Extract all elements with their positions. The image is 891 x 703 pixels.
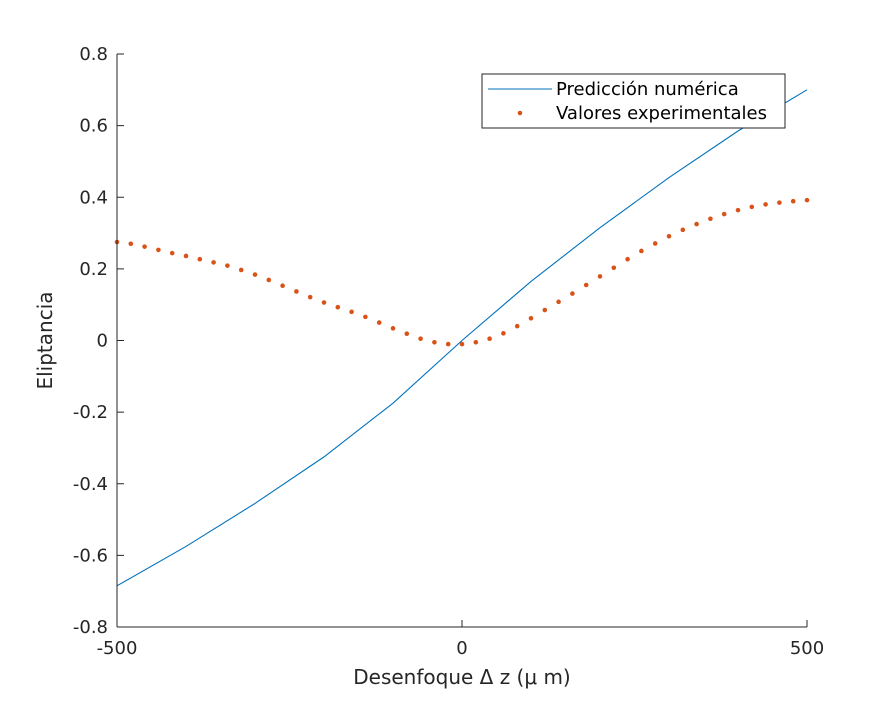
data-point-experimental (514, 323, 520, 329)
data-point-experimental (349, 309, 354, 315)
plot-area (114, 89, 810, 587)
data-point-experimental (790, 198, 796, 204)
series-line-prediccion (116, 89, 808, 587)
legend-swatch-dot (517, 110, 523, 116)
data-point-experimental (169, 250, 175, 256)
data-point-experimental (528, 315, 534, 321)
y-tick-label: -0.4 (73, 474, 108, 495)
y-tick-label: -0.6 (73, 545, 108, 566)
data-point-experimental (763, 202, 768, 207)
data-point-experimental (735, 207, 741, 213)
data-point-experimental (652, 241, 658, 246)
data-point-experimental (777, 200, 782, 205)
data-point-experimental (556, 299, 561, 305)
data-point-experimental (804, 197, 810, 203)
y-tick-label: -0.8 (73, 617, 108, 638)
data-point-experimental (418, 336, 423, 342)
data-point-experimental (473, 339, 479, 345)
data-point-experimental (501, 331, 506, 336)
data-point-experimental (280, 283, 285, 289)
y-tick-label: 0.2 (79, 259, 108, 280)
data-point-experimental (708, 216, 713, 222)
y-tick-label: 0.4 (79, 187, 108, 208)
y-tick-label: -0.2 (73, 402, 108, 423)
data-point-experimental (128, 241, 134, 247)
legend: Predicción numérica Valores experimentale… (481, 73, 786, 129)
data-point-experimental (432, 339, 437, 345)
legend-label-prediccion: Predicción numérica (556, 79, 739, 100)
data-point-experimental (363, 314, 368, 320)
y-axis-label: Eliptancia (33, 291, 57, 389)
data-point-experimental (597, 274, 603, 279)
legend-box (481, 73, 786, 129)
data-point-experimental (680, 227, 686, 233)
data-point-experimental (307, 294, 313, 300)
data-point-experimental (570, 291, 575, 296)
data-point-experimental (335, 304, 341, 310)
data-point-experimental (459, 341, 465, 347)
y-tick-label: 0.8 (79, 44, 108, 65)
y-tick-label: 0.6 (79, 116, 108, 137)
data-point-experimental (721, 211, 727, 217)
data-point-experimental (266, 277, 272, 283)
axes: -0.8 -0.6 -0.4 -0.2 0 0.2 0.4 0.6 0.8 -500 0 500 Des… (33, 44, 824, 689)
data-point-experimental (542, 307, 548, 313)
data-point-experimental (611, 265, 617, 271)
data-point-experimental (142, 244, 147, 249)
x-axis-label: Desenfoque Δ z (μ m) (353, 665, 570, 689)
data-point-experimental (583, 282, 589, 288)
data-point-experimental (197, 256, 203, 262)
data-point-experimental (404, 331, 410, 336)
data-point-experimental (625, 256, 630, 262)
data-point-experimental (183, 253, 189, 259)
data-point-experimental (156, 247, 161, 253)
data-point-experimental (225, 263, 230, 268)
data-point-experimental (211, 260, 216, 265)
data-point-experimental (376, 320, 382, 325)
data-point-experimental (666, 233, 672, 239)
data-point-experimental (445, 341, 451, 347)
x-tick-label: 500 (790, 638, 824, 659)
data-point-experimental (238, 267, 244, 273)
data-point-experimental (294, 289, 299, 294)
x-tick-label: 0 (456, 638, 467, 659)
data-point-experimental (390, 326, 396, 331)
data-point-experimental (749, 204, 755, 210)
x-tick-label: -500 (97, 638, 138, 659)
data-point-experimental (321, 300, 327, 305)
data-point-experimental (694, 221, 699, 227)
data-point-experimental (252, 272, 258, 277)
legend-label-experimental: Valores experimentales (556, 103, 767, 124)
y-tick-label: 0 (97, 331, 108, 352)
data-point-experimental (639, 248, 644, 254)
data-point-experimental (487, 336, 492, 342)
